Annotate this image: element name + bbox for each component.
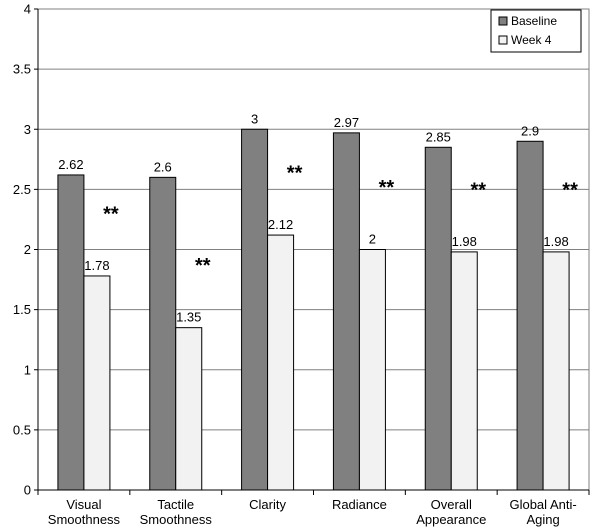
x-category-label: Appearance xyxy=(416,512,486,527)
y-tick-label: 0 xyxy=(24,483,31,498)
significance-marker: ** xyxy=(379,177,395,199)
data-label: 2.62 xyxy=(58,157,83,172)
data-label: 2 xyxy=(369,232,376,247)
bar-week4 xyxy=(450,251,478,491)
axes: 0 0.5 1 1.5 2 2.5 3 3.5 4 xyxy=(13,2,590,498)
legend-swatch-week4 xyxy=(498,35,508,45)
labels-group: 2.621.78**VisualSmoothness2.61.35**Tacti… xyxy=(48,111,578,527)
data-label: 3 xyxy=(251,111,258,126)
bar-baseline xyxy=(57,174,85,491)
y-tick-label: 2.5 xyxy=(13,182,31,197)
bar-baseline xyxy=(241,128,269,491)
y-tick-label: 3.5 xyxy=(13,62,31,77)
x-category-label: Visual xyxy=(66,497,101,512)
legend-label-week4: Week 4 xyxy=(511,33,552,47)
y-tick-label: 4 xyxy=(24,2,31,17)
y-tick-label: 3 xyxy=(24,122,31,137)
bar-week4 xyxy=(358,249,386,491)
data-label: 1.98 xyxy=(543,234,568,249)
data-label: 1.78 xyxy=(84,258,109,273)
legend: Baseline Week 4 xyxy=(490,9,582,53)
bar-baseline xyxy=(424,146,452,491)
legend-swatch-baseline xyxy=(498,16,508,26)
data-label: 1.98 xyxy=(452,234,477,249)
data-label: 1.35 xyxy=(176,310,201,325)
bar-week4 xyxy=(175,327,203,491)
bar-week4 xyxy=(267,234,295,491)
significance-marker: ** xyxy=(103,203,119,225)
x-category-label: Overall xyxy=(431,497,472,512)
significance-marker: ** xyxy=(470,179,486,201)
y-tick-label: 0.5 xyxy=(13,422,31,437)
y-tick-label: 2 xyxy=(24,242,31,257)
data-label: 2.85 xyxy=(426,129,451,144)
bar-week4 xyxy=(542,251,570,491)
x-category-label: Tactile xyxy=(157,497,194,512)
x-category-label: Radiance xyxy=(332,497,387,512)
x-category-label: Clarity xyxy=(249,497,286,512)
x-category-label: Smoothness xyxy=(48,512,121,527)
bar-baseline xyxy=(516,140,544,491)
significance-marker: ** xyxy=(562,179,578,201)
significance-marker: ** xyxy=(287,163,303,185)
bar-baseline xyxy=(332,132,360,491)
x-category-label: Global Anti- xyxy=(509,497,576,512)
data-label: 2.9 xyxy=(521,123,539,138)
significance-marker: ** xyxy=(195,255,211,277)
y-tick-label: 1.5 xyxy=(13,302,31,317)
bar-baseline xyxy=(149,176,177,491)
data-label: 2.6 xyxy=(154,159,172,174)
bar-week4 xyxy=(83,275,111,491)
y-tick-label: 1 xyxy=(24,362,31,377)
x-category-label: Smoothness xyxy=(140,512,213,527)
x-category-label: Aging xyxy=(526,512,559,527)
legend-label-baseline: Baseline xyxy=(511,14,557,28)
data-label: 2.12 xyxy=(268,217,293,232)
data-label: 2.97 xyxy=(334,115,359,130)
gridlines xyxy=(37,8,590,491)
